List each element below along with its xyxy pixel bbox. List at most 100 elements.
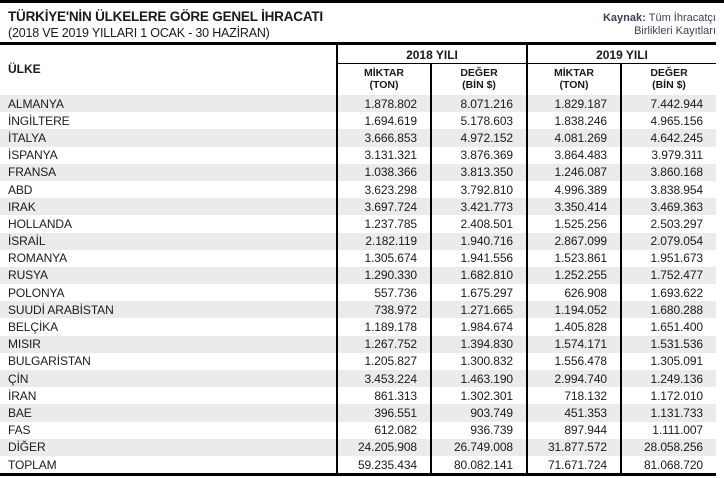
table-row: DİĞER 24.205.908 26.749.008 31.877.572 2… xyxy=(0,438,716,456)
subheader-miktar-2019-line2: (TON) xyxy=(559,79,589,91)
table-top-border xyxy=(0,42,716,45)
miktar-2019-cell: 1.525.256 xyxy=(554,216,608,231)
deger-2019-cell: 28.058.256 xyxy=(643,440,703,455)
subheader-deger-2019: DEĞER (BİN $) xyxy=(622,67,716,91)
table-row: RUSYA 1.290.330 1.682.810 1.252.255 1.75… xyxy=(0,266,716,285)
page-top-border xyxy=(0,0,724,3)
page-title: TÜRKİYE'NİN ÜLKELERE GÖRE GENEL İHRACATI xyxy=(8,9,323,24)
country-cell: İSRAİL xyxy=(8,234,46,249)
miktar-2018-cell: 1.189.178 xyxy=(364,320,418,335)
deger-2018-cell: 3.813.350 xyxy=(460,165,514,180)
miktar-2019-cell: 451.353 xyxy=(564,405,607,420)
deger-2019-cell: 3.860.168 xyxy=(650,165,704,180)
subheader-deger-2018: DEĞER (BİN $) xyxy=(432,67,526,91)
deger-2018-cell: 1.675.297 xyxy=(460,285,514,300)
deger-2019-cell: 1.651.400 xyxy=(650,320,704,335)
miktar-2018-cell: 1.878.802 xyxy=(364,96,418,111)
source-line-2: Birlikleri Kayıtları xyxy=(634,25,716,37)
subheader-miktar-2018-line2: (TON) xyxy=(369,79,399,91)
table-row: TOPLAM 59.235.434 80.082.141 71.671.724 … xyxy=(0,456,716,473)
deger-2018-cell: 1.394.830 xyxy=(460,337,514,352)
deger-2018-cell: 903.749 xyxy=(470,405,513,420)
miktar-2019-cell: 1.556.478 xyxy=(554,354,608,369)
miktar-2018-cell: 557.736 xyxy=(374,285,417,300)
deger-2018-cell: 26.749.008 xyxy=(453,440,513,455)
miktar-2018-cell: 3.131.321 xyxy=(364,148,418,163)
deger-2018-cell: 3.876.369 xyxy=(460,148,514,163)
miktar-2019-cell: 1.523.861 xyxy=(554,251,608,266)
source-text: Tüm İhracatçı xyxy=(648,12,716,24)
deger-2019-cell: 2.079.054 xyxy=(650,234,704,249)
country-cell: İSPANYA xyxy=(8,148,58,163)
country-cell: ÇİN xyxy=(8,371,29,386)
exports-table: ÜLKE 2018 YILI 2019 YILI MİKTAR (TON) DE… xyxy=(0,42,716,476)
deger-2018-cell: 4.972.152 xyxy=(460,130,514,145)
column-divider-miktar-deger-2019 xyxy=(620,64,622,473)
miktar-2018-cell: 861.313 xyxy=(374,388,417,403)
miktar-2018-cell: 1.267.752 xyxy=(364,337,418,352)
miktar-2019-cell: 71.671.724 xyxy=(547,457,607,472)
table-body: ALMANYA 1.878.802 8.071.216 1.829.187 7.… xyxy=(0,95,716,473)
miktar-2019-cell: 626.908 xyxy=(564,285,607,300)
country-cell: ALMANYA xyxy=(8,96,64,111)
source-label: Kaynak: xyxy=(602,12,646,24)
country-cell: FRANSA xyxy=(8,165,57,180)
miktar-2018-cell: 1.038.366 xyxy=(364,165,418,180)
table-row: İNGİLTERE 1.694.619 5.178.603 1.838.246 … xyxy=(0,112,716,129)
deger-2019-cell: 3.469.363 xyxy=(650,199,704,214)
miktar-2019-cell: 1.829.187 xyxy=(554,96,608,111)
table-row: IRAK 3.697.724 3.421.773 3.350.414 3.469… xyxy=(0,198,716,216)
miktar-2019-cell: 3.350.414 xyxy=(554,199,608,214)
country-cell: BULGARİSTAN xyxy=(8,354,91,369)
subheader-deger-2018-line1: DEĞER xyxy=(460,67,498,79)
table-row: MISIR 1.267.752 1.394.830 1.574.171 1.53… xyxy=(0,335,716,353)
table-row: FRANSA 1.038.366 3.813.350 1.246.087 3.8… xyxy=(0,163,716,181)
miktar-2018-cell: 1.205.827 xyxy=(364,354,418,369)
table-row: SUUDİ ARABİSTAN 738.972 1.271.665 1.194.… xyxy=(0,301,716,319)
subheader-deger-2019-line2: (BİN $) xyxy=(652,79,686,91)
table-bottom-border xyxy=(0,473,716,476)
country-cell: İRAN xyxy=(8,388,37,403)
source-note: Kaynak: Tüm İhracatçı Birlikleri Kayıtlar… xyxy=(603,12,716,38)
miktar-2018-cell: 1.290.330 xyxy=(364,268,418,283)
subheader-miktar-2018-line1: MİKTAR xyxy=(363,67,405,79)
miktar-2018-cell: 3.697.724 xyxy=(364,199,418,214)
page-subtitle: (2018 VE 2019 YILLARI 1 OCAK - 30 HAZİRA… xyxy=(8,26,270,40)
country-cell: BAE xyxy=(8,405,32,420)
miktar-2018-cell: 738.972 xyxy=(374,302,417,317)
deger-2018-cell: 3.421.773 xyxy=(460,199,514,214)
column-divider-2018-2019 xyxy=(526,45,528,473)
subheader-deger-2019-line1: DEĞER xyxy=(650,67,688,79)
miktar-2018-cell: 1.237.785 xyxy=(364,216,418,231)
table-row: BAE 396.551 903.749 451.353 1.131.733 xyxy=(0,404,716,422)
miktar-2018-cell: 612.082 xyxy=(374,423,417,438)
miktar-2018-cell: 59.235.434 xyxy=(357,457,417,472)
miktar-2019-cell: 1.405.828 xyxy=(554,320,608,335)
column-divider-miktar-deger-2018 xyxy=(430,64,432,473)
country-cell: RUSYA xyxy=(8,268,48,283)
table-row: BELÇİKA 1.189.178 1.984.674 1.405.828 1.… xyxy=(0,318,716,335)
deger-2018-cell: 1.302.301 xyxy=(460,388,514,403)
table-row: İRAN 861.313 1.302.301 718.132 1.172.010 xyxy=(0,387,716,404)
deger-2019-cell: 1.111.007 xyxy=(652,423,703,438)
deger-2018-cell: 5.178.603 xyxy=(460,113,514,128)
country-cell: İTALYA xyxy=(8,130,47,145)
deger-2018-cell: 2.408.501 xyxy=(460,216,514,231)
country-column-header: ÜLKE xyxy=(8,62,41,76)
table-row: BULGARİSTAN 1.205.827 1.300.832 1.556.47… xyxy=(0,353,716,370)
country-cell: DİĞER xyxy=(8,440,46,455)
miktar-2018-cell: 3.666.853 xyxy=(364,130,418,145)
page-header: TÜRKİYE'NİN ÜLKELERE GÖRE GENEL İHRACATI… xyxy=(0,3,724,42)
deger-2019-cell: 3.979.311 xyxy=(651,148,703,163)
table-row: FAS 612.082 936.739 897.944 1.111.007 xyxy=(0,422,716,439)
deger-2018-cell: 1.984.674 xyxy=(460,320,514,335)
deger-2018-cell: 1.300.832 xyxy=(460,354,514,369)
deger-2018-cell: 3.792.810 xyxy=(460,182,514,197)
miktar-2018-cell: 2.182.119 xyxy=(365,234,417,249)
deger-2019-cell: 1.752.477 xyxy=(650,268,704,283)
table-row: ABD 3.623.298 3.792.810 4.996.389 3.838.… xyxy=(0,181,716,198)
deger-2018-cell: 80.082.141 xyxy=(453,457,513,472)
country-cell: MISIR xyxy=(8,337,41,352)
country-cell: ABD xyxy=(8,182,33,197)
country-cell: TOPLAM xyxy=(8,457,57,472)
